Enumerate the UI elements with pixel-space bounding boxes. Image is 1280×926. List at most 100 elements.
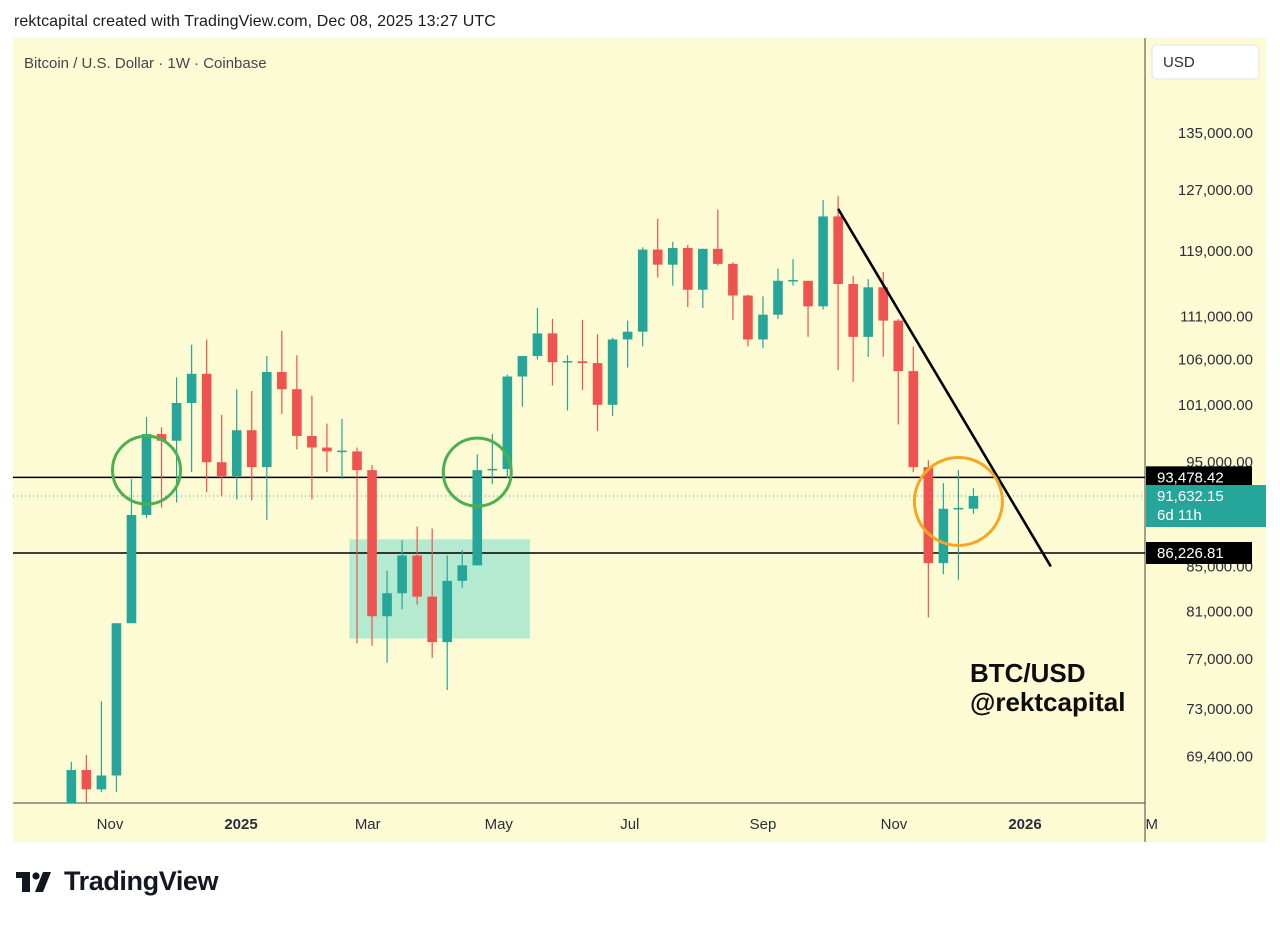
candle[interactable] xyxy=(517,356,528,407)
candle[interactable] xyxy=(66,761,77,803)
candle[interactable] xyxy=(682,244,693,308)
candle[interactable] xyxy=(547,318,558,386)
candle[interactable] xyxy=(637,247,648,347)
candle[interactable] xyxy=(848,275,858,382)
price-axis-label: 73,000.00 xyxy=(1186,701,1253,718)
candle[interactable] xyxy=(427,528,437,658)
candle[interactable] xyxy=(698,248,708,308)
candle[interactable] xyxy=(457,550,468,588)
candle[interactable] xyxy=(728,262,738,320)
candle[interactable] xyxy=(246,391,257,501)
candle-body xyxy=(216,462,227,477)
candle[interactable] xyxy=(397,540,407,610)
current-price-tag: 91,632.15 6d 11h xyxy=(1146,485,1266,528)
candle-body xyxy=(487,468,498,471)
candle[interactable] xyxy=(788,259,798,286)
descending-trendline[interactable] xyxy=(837,208,1052,568)
candle[interactable] xyxy=(412,526,422,605)
candle[interactable] xyxy=(81,755,92,803)
candle[interactable] xyxy=(743,294,753,347)
candle[interactable] xyxy=(292,355,302,450)
candle-body xyxy=(337,450,347,453)
candle[interactable] xyxy=(367,465,377,646)
candle-body xyxy=(803,280,813,307)
candle-body xyxy=(261,372,272,468)
candle[interactable] xyxy=(893,318,904,425)
candle[interactable] xyxy=(337,418,347,480)
candle[interactable] xyxy=(322,423,332,473)
candle-body xyxy=(878,287,889,321)
candle[interactable] xyxy=(442,555,453,690)
tradingview-logo-icon xyxy=(16,871,51,892)
candle-body xyxy=(698,248,708,290)
candle-body xyxy=(682,248,693,290)
candle-body xyxy=(322,447,332,452)
highlight-circle-green-1[interactable] xyxy=(111,434,183,506)
candle[interactable] xyxy=(667,241,678,286)
candle[interactable] xyxy=(216,415,227,497)
highlight-circle-orange-3[interactable] xyxy=(912,455,1004,547)
candle[interactable] xyxy=(141,416,152,519)
candle[interactable] xyxy=(758,296,768,349)
time-axis-label: Jul xyxy=(620,816,639,833)
candle[interactable] xyxy=(472,454,483,566)
svg-text:93,478.42: 93,478.42 xyxy=(1157,469,1224,486)
candle-body xyxy=(457,565,468,581)
candle[interactable] xyxy=(201,339,212,493)
candle[interactable] xyxy=(622,320,633,368)
candle[interactable] xyxy=(938,483,949,575)
candle[interactable] xyxy=(713,209,723,266)
candle[interactable] xyxy=(818,199,828,310)
svg-text:6d 11h: 6d 11h xyxy=(1157,507,1202,524)
chart-background xyxy=(13,38,1266,842)
candle[interactable] xyxy=(908,346,919,473)
candle-body xyxy=(607,339,618,405)
candle[interactable] xyxy=(773,268,783,319)
candle[interactable] xyxy=(277,330,287,415)
candle-body xyxy=(652,249,663,265)
candle[interactable] xyxy=(307,395,317,500)
candle[interactable] xyxy=(577,319,588,391)
svg-text:91,632.15: 91,632.15 xyxy=(1157,488,1224,505)
candle[interactable] xyxy=(532,307,543,360)
candle[interactable] xyxy=(863,279,874,357)
tradingview-logo-text: TradingView xyxy=(64,866,219,896)
candle-body xyxy=(231,430,242,477)
candle-body xyxy=(442,580,453,643)
candle-body xyxy=(382,593,392,617)
price-axis-label: 101,000.00 xyxy=(1178,397,1253,414)
candle[interactable] xyxy=(592,334,603,432)
currency-button[interactable]: USD xyxy=(1151,44,1260,80)
candle[interactable] xyxy=(502,374,513,479)
candle-body xyxy=(562,361,573,363)
chart-caption: rektcapital created with TradingView.com… xyxy=(14,13,496,30)
candle[interactable] xyxy=(953,470,964,580)
candle-body xyxy=(622,331,633,340)
candle[interactable] xyxy=(261,356,272,521)
candle[interactable] xyxy=(126,479,137,624)
candle[interactable] xyxy=(186,344,197,473)
candle[interactable] xyxy=(833,196,843,371)
candle-body xyxy=(126,514,137,624)
candle[interactable] xyxy=(96,701,107,793)
highlight-circle-green-2[interactable] xyxy=(441,436,513,508)
candle[interactable] xyxy=(968,488,979,514)
time-axis-label: 2026 xyxy=(1008,816,1041,833)
candle-body xyxy=(66,769,77,803)
candle[interactable] xyxy=(382,570,392,663)
time-axis-label: May xyxy=(485,816,514,833)
candle[interactable] xyxy=(352,447,362,644)
candle[interactable] xyxy=(607,337,618,417)
candle-body xyxy=(307,435,317,448)
candle[interactable] xyxy=(111,623,122,793)
candle[interactable] xyxy=(231,389,242,500)
candle-body xyxy=(968,496,979,509)
candle[interactable] xyxy=(923,460,934,618)
candle[interactable] xyxy=(171,377,182,503)
candle[interactable] xyxy=(803,280,813,337)
candle[interactable] xyxy=(652,218,663,278)
candle-body xyxy=(517,356,528,377)
candle[interactable] xyxy=(562,355,573,411)
watermark-line-2: @rektcapital xyxy=(970,687,1125,717)
